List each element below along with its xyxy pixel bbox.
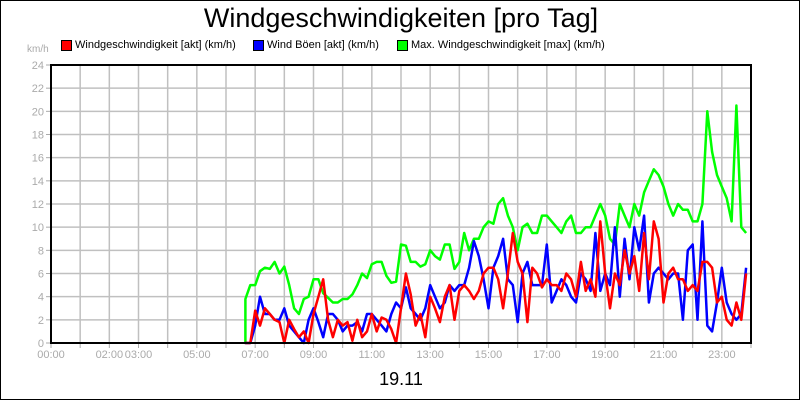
x-tick-label: 05:00 [183, 349, 211, 361]
series-line [244, 214, 748, 345]
y-tick-label: 20 [32, 106, 44, 118]
legend-item-wind-speed: Windgeschwindigkeit [akt] (km/h) [61, 39, 236, 51]
y-tick-label: 2 [38, 315, 44, 327]
x-tick-label: 11:00 [358, 349, 385, 361]
y-tick-label: 22 [32, 83, 44, 95]
series-line [244, 220, 748, 345]
y-tick-label: 18 [32, 130, 44, 142]
x-tick-label: 15:00 [475, 349, 503, 361]
y-tick-label: 0 [38, 338, 44, 350]
legend-item-max-speed: Max. Windgeschwindigkeit [max] (km/h) [397, 39, 605, 51]
legend-swatch-blue [253, 39, 264, 51]
y-tick-label: 4 [38, 292, 44, 304]
series-line [244, 104, 748, 343]
y-tick-label: 24 [32, 60, 44, 72]
x-tick-label: 09:00 [300, 349, 328, 361]
x-axis-date-label: 19.11 [379, 369, 423, 389]
y-axis-unit: km/h [27, 44, 49, 55]
x-tick-label: 03:00 [125, 349, 153, 361]
legend-item-gusts: Wind Böen [akt] (km/h) [253, 39, 379, 51]
legend-label: Windgeschwindigkeit [akt] (km/h) [75, 39, 236, 51]
x-tick-label: 21:00 [650, 349, 678, 361]
y-tick-label: 16 [32, 153, 44, 165]
x-tick-label: 00:00 [37, 349, 65, 361]
x-tick-label: 17:00 [533, 349, 561, 361]
x-tick-label: 23:00 [708, 349, 736, 361]
legend-swatch-red [61, 39, 72, 51]
y-tick-label: 8 [38, 245, 44, 257]
chart-title: Windgeschwindigkeiten [pro Tag] [203, 3, 599, 33]
legend-swatch-green [397, 39, 408, 51]
y-tick-label: 6 [38, 269, 44, 281]
y-tick-label: 12 [32, 199, 44, 211]
x-tick-label: 13:00 [416, 349, 444, 361]
plot-border [50, 64, 752, 344]
legend-label: Max. Windgeschwindigkeit [max] (km/h) [411, 39, 605, 51]
y-tick-label: 10 [32, 222, 44, 234]
legend-label: Wind Böen [akt] (km/h) [267, 39, 379, 51]
x-tick-label: 02:00 [96, 349, 124, 361]
x-tick-label: 19:00 [591, 349, 619, 361]
x-tick-label: 07:00 [241, 349, 269, 361]
y-tick-label: 14 [32, 176, 44, 188]
